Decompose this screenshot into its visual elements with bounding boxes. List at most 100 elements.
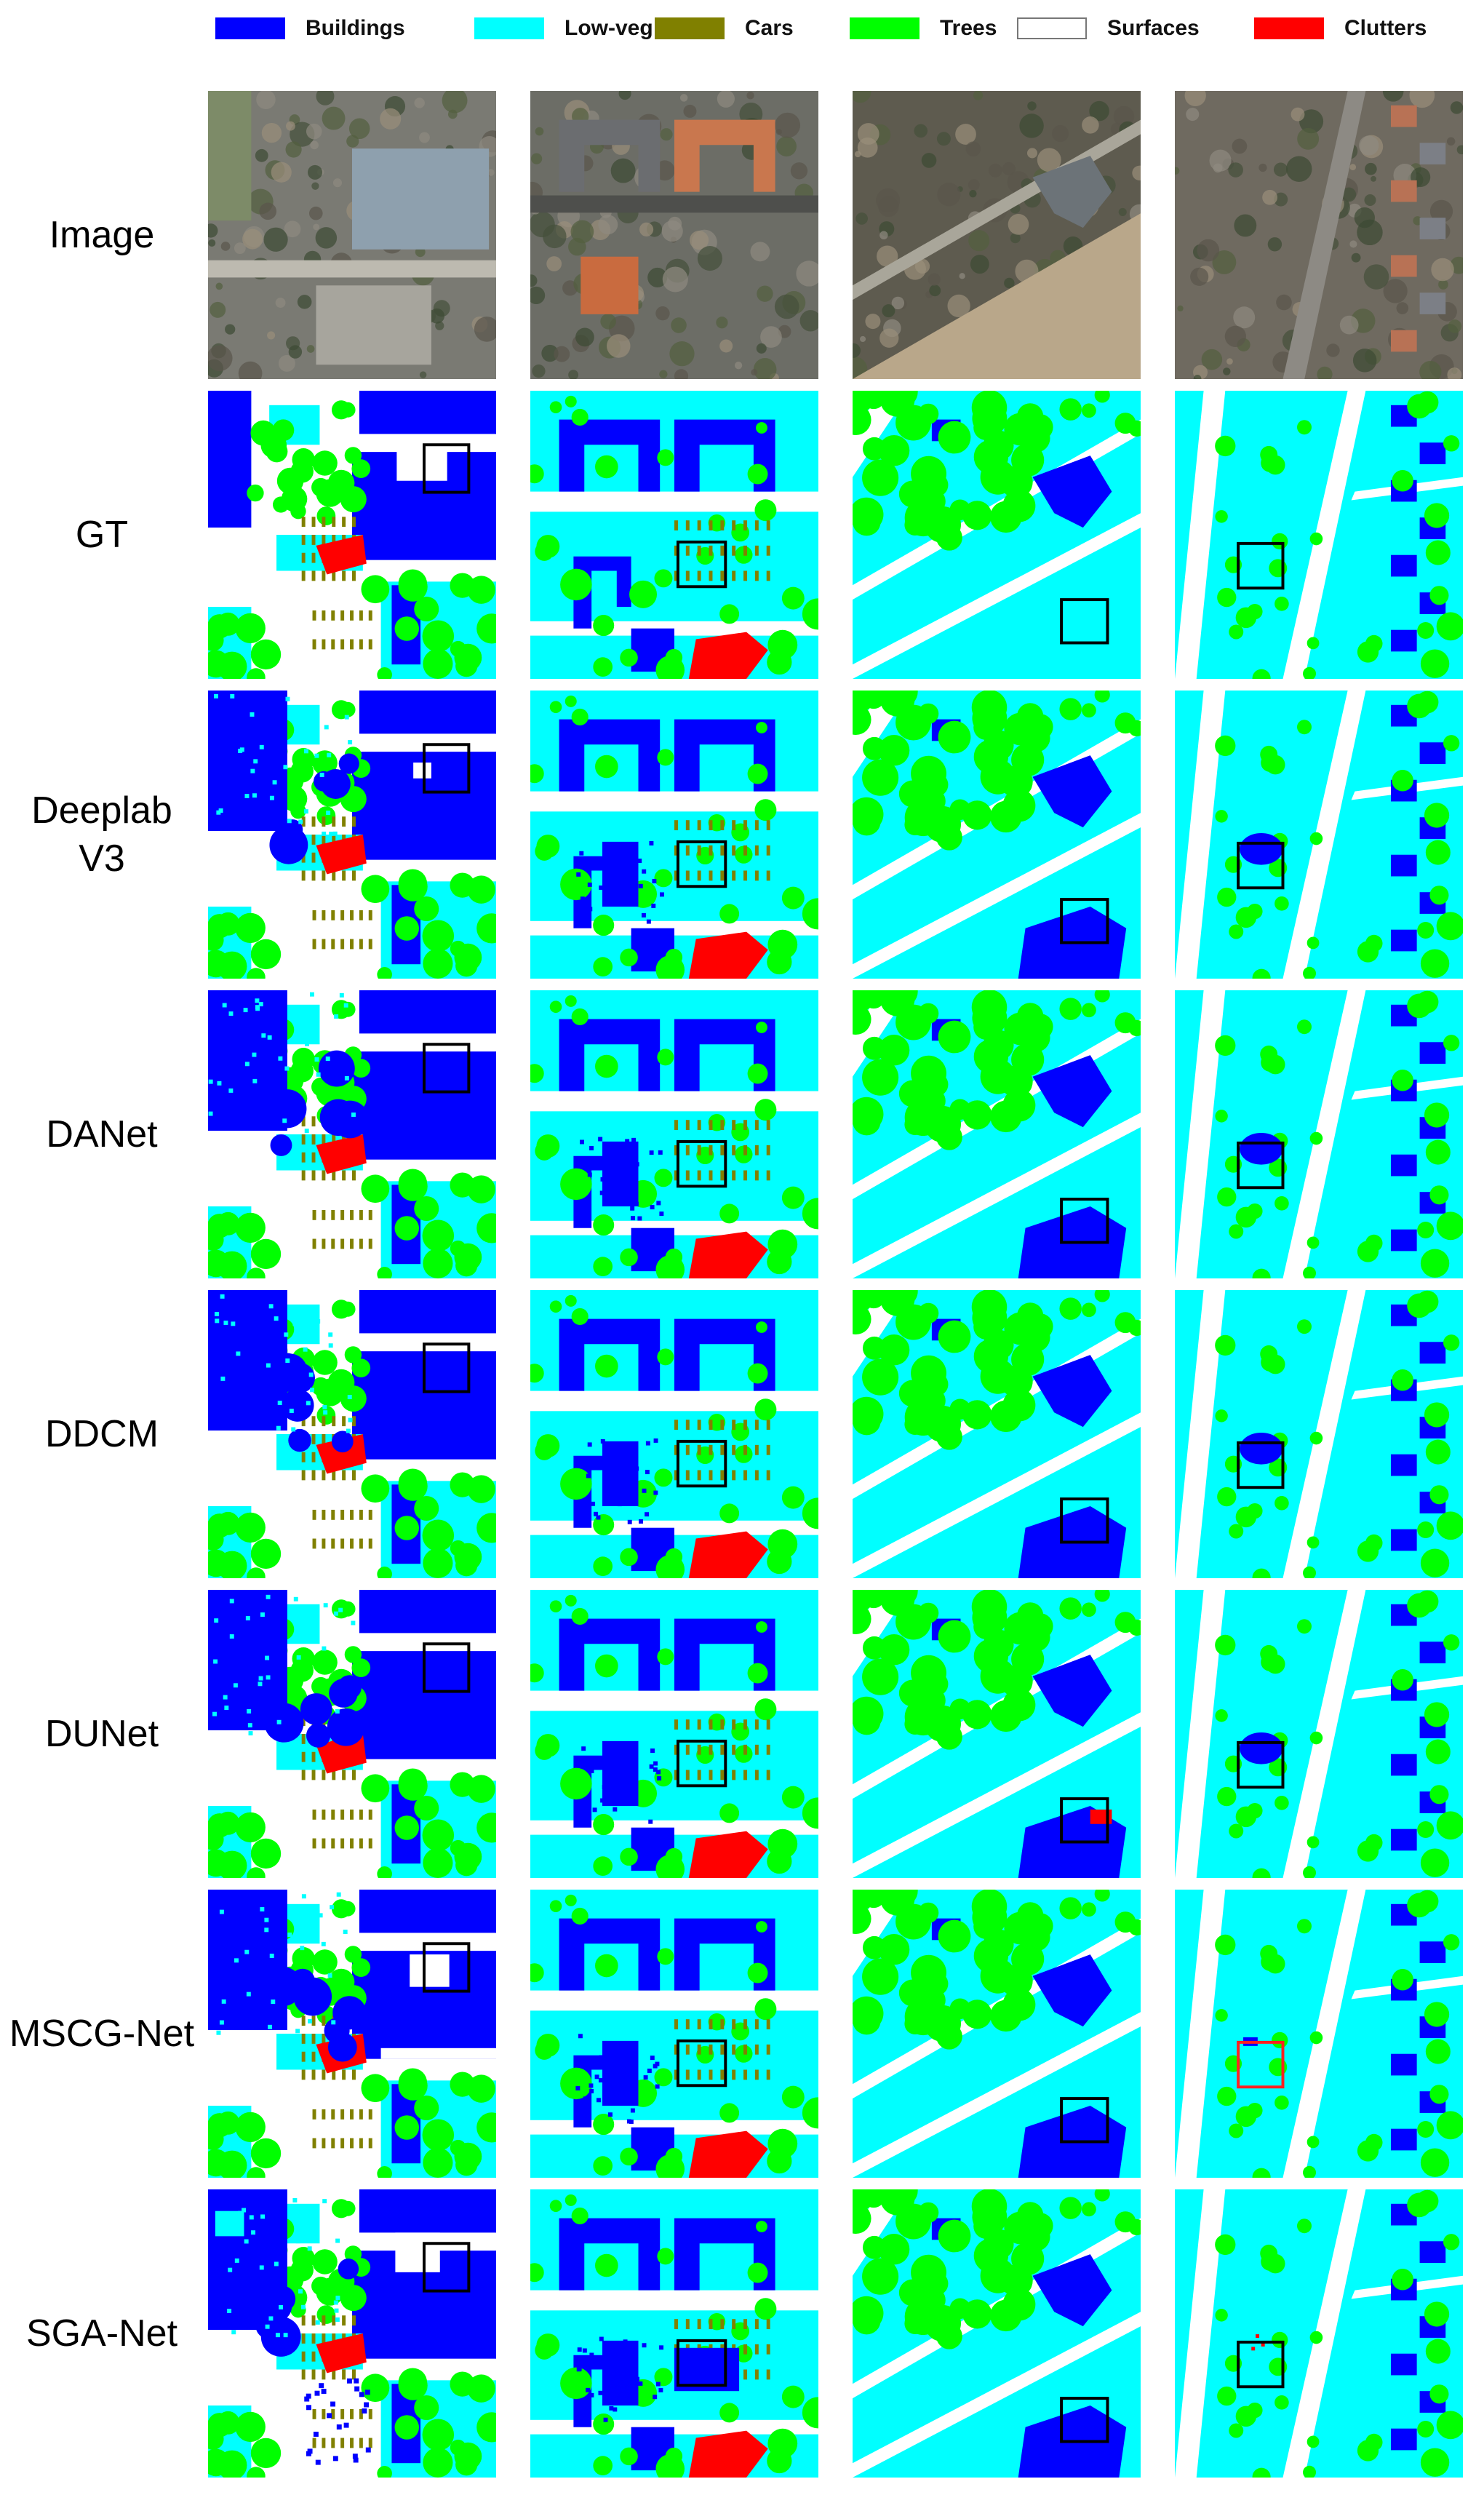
car-mark (754, 1444, 759, 1455)
tree-blob (476, 1812, 496, 1843)
photo-texture (1224, 325, 1247, 347)
car-mark (766, 2319, 770, 2330)
car-mark (766, 870, 770, 881)
tree-blob (802, 1797, 818, 1829)
photo-texture (796, 260, 818, 287)
road (1282, 1890, 1366, 2178)
noise-pixel (212, 1711, 217, 1716)
car-mark (697, 845, 701, 856)
tree-blob (620, 1248, 638, 1267)
tree-blob (1026, 1313, 1053, 1340)
highlight-box (1060, 1198, 1109, 1244)
noise-pixel (335, 1709, 340, 1714)
tree-blob (331, 1430, 354, 1453)
tree-blob (904, 1413, 926, 1435)
photo-roof (1391, 105, 1417, 127)
photo-texture (955, 124, 976, 145)
tree-blob (344, 1346, 362, 1364)
car-mark (332, 535, 336, 545)
noise-pixel (599, 2055, 604, 2060)
highlight-box (423, 443, 471, 494)
tree-blob (270, 1134, 292, 1156)
car-mark (352, 570, 356, 581)
tree-blob (756, 722, 767, 733)
tree-blob (878, 1933, 910, 1965)
noise-pixel (264, 1917, 269, 1922)
noise-pixel (346, 1428, 351, 1433)
tree-blob (1229, 1224, 1244, 1239)
noise-pixel (630, 2108, 635, 2113)
panel-svg (208, 91, 496, 379)
row-label-line: DUNet (44, 1713, 159, 1755)
car-mark (754, 2319, 759, 2330)
car-mark (340, 2438, 345, 2448)
car-mark (342, 1770, 346, 1780)
car-mark (311, 2351, 316, 2362)
building (1419, 1642, 1446, 1663)
noise-pixel (589, 2089, 594, 2093)
tree-blob (949, 499, 971, 521)
noise-pixel (600, 1798, 605, 1803)
highlight-box (423, 1342, 471, 1393)
tree-blob (972, 701, 1008, 736)
clutter (316, 2333, 367, 2373)
noise-pixel (301, 2304, 306, 2309)
tree-blob (247, 668, 266, 679)
noise-pixel (359, 2392, 364, 2397)
tree-blob (983, 1329, 1014, 1361)
noise-pixel (258, 1002, 263, 1007)
tree-blob (904, 514, 926, 536)
segmentation-map-r6-c1 (530, 1890, 818, 2178)
car-mark (350, 2138, 354, 2149)
tree-blob (288, 1428, 311, 1452)
photo-texture (415, 247, 426, 258)
noise-pixel (220, 1376, 226, 1381)
car-mark (674, 1470, 678, 1481)
tree-blob (1217, 1187, 1237, 1207)
panel-svg (530, 2189, 818, 2478)
car-mark (359, 1238, 363, 1249)
car-mark (732, 1770, 736, 1780)
car-mark (685, 570, 690, 581)
noise-pixel (331, 2020, 336, 2025)
highlight-box (1237, 1441, 1285, 1489)
car-mark (352, 1470, 356, 1481)
noise-pixel (351, 1620, 356, 1625)
photo-texture (1317, 366, 1333, 379)
tree-blob (530, 1963, 544, 1983)
car-mark (350, 610, 354, 621)
car-mark (322, 870, 326, 881)
photo-texture (757, 285, 773, 302)
tree-blob (1297, 420, 1312, 435)
noise-pixel (658, 1150, 663, 1155)
highlight-box (1237, 1141, 1285, 1190)
noise-pixel (574, 2061, 579, 2066)
tree-blob (886, 990, 918, 1008)
noise-pixel (594, 1511, 598, 1516)
tree-blob (1094, 691, 1110, 703)
car-mark (322, 2015, 326, 2026)
tree-blob (1059, 1897, 1082, 1919)
tree-blob (247, 2167, 266, 2178)
photo-texture (734, 362, 743, 370)
car-mark (331, 1838, 335, 1849)
tree-blob (1443, 1934, 1460, 1951)
tree-blob (340, 402, 356, 418)
photo-texture (208, 223, 218, 238)
noise-pixel (613, 1449, 618, 1455)
noise-pixel (303, 1347, 308, 1352)
car-mark (342, 517, 346, 528)
tree-blob (1002, 1089, 1036, 1122)
photo-texture (776, 136, 797, 157)
car-mark (301, 1152, 306, 1163)
legend-item-buildings: Buildings (215, 16, 405, 41)
photo-texture (1351, 252, 1361, 263)
tree-blob (1365, 1834, 1383, 1852)
noise-pixel (575, 2086, 581, 2091)
noise-pixel (649, 841, 654, 845)
photo-texture (1349, 240, 1357, 248)
photo-texture (1447, 367, 1462, 379)
car-mark (331, 2138, 335, 2149)
tree-blob (1094, 391, 1110, 403)
car-mark (301, 2015, 306, 2026)
